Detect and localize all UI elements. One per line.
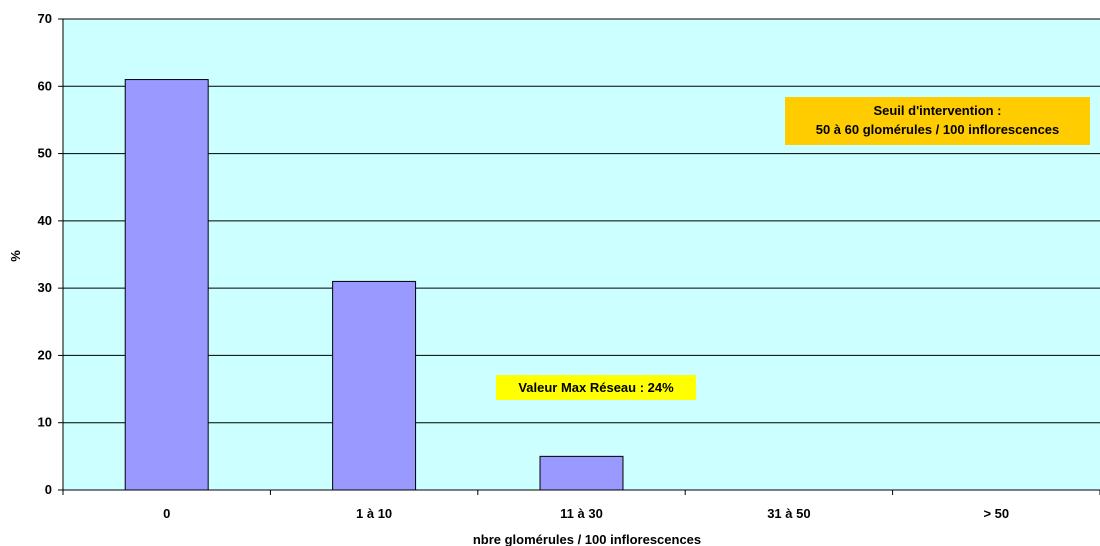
gridlines	[63, 18, 1100, 424]
x-tick-labels: 0 1 à 10 11 à 30 31 à 50 > 50	[163, 506, 1009, 521]
annotation-line: 50 à 60 glomérules / 100 inflorescences	[815, 122, 1060, 137]
x-tick-label: 11 à 30	[560, 506, 603, 521]
y-tick-label: 70	[38, 11, 52, 26]
annotation-line: Valeur Max Réseau : 24%	[518, 380, 674, 395]
y-axis-title: %	[8, 250, 23, 262]
y-tick-label: 10	[38, 415, 52, 430]
annotation-max-network-value: Valeur Max Réseau : 24%	[496, 375, 696, 400]
y-tick-labels: 0 10 20 30 40 50 60 70	[38, 11, 52, 497]
x-tick-label: > 50	[983, 506, 1009, 521]
y-tick-label: 60	[38, 78, 52, 93]
y-tick-label: 30	[38, 280, 52, 295]
y-tick-label: 20	[38, 347, 52, 362]
x-axis-title: nbre glomérules / 100 inflorescences	[473, 532, 701, 546]
bar	[332, 280, 417, 491]
bar	[124, 79, 209, 491]
y-tick-label: 0	[45, 482, 52, 497]
y-tick-label: 40	[38, 213, 52, 228]
axes	[58, 18, 1100, 495]
y-tick-label: 50	[38, 146, 52, 161]
x-tick-label: 1 à 10	[356, 506, 392, 521]
plot-area	[63, 19, 1100, 490]
annotation-intervention-threshold: Seuil d'intervention : 50 à 60 glomérule…	[785, 97, 1090, 145]
x-tick-label: 0	[163, 506, 170, 521]
annotation-line: Seuil d'intervention :	[873, 103, 1002, 118]
bar	[539, 455, 624, 491]
x-tick-label: 31 à 50	[767, 506, 810, 521]
